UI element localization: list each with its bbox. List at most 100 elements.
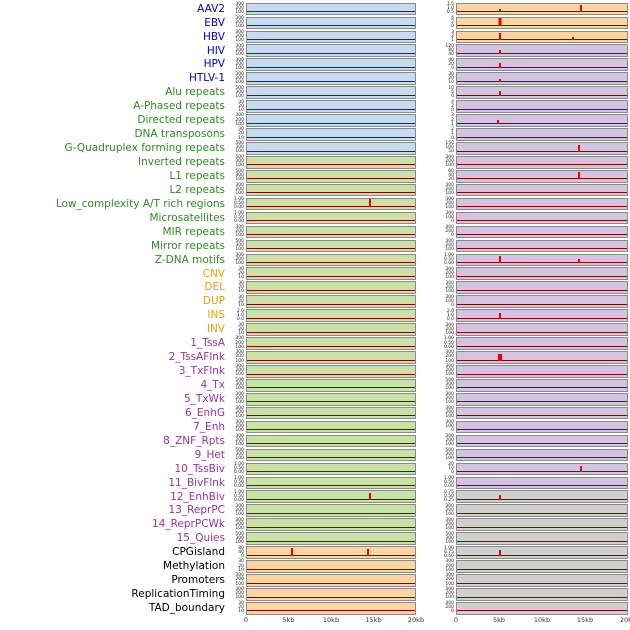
y-tick-label: 2	[451, 33, 454, 39]
y-tick-label: 200	[445, 438, 454, 444]
feature-row: INS 2.0 1.0 0.0 2.0 1.0 0.0	[4, 309, 630, 323]
y-tick-label: 100	[235, 149, 244, 155]
y-tick-label: 300	[445, 280, 454, 286]
right-track-panel	[456, 560, 628, 573]
y-tick-label: 200	[235, 33, 244, 39]
y-tick-label: 300	[235, 392, 244, 398]
signal-baseline	[247, 554, 415, 556]
right-y-axis-ticks: 300 200 100	[440, 588, 456, 601]
signal-baseline	[457, 206, 627, 208]
y-tick-label: 0	[451, 609, 454, 615]
right-track-panel	[456, 253, 628, 267]
y-tick-label: 300	[445, 183, 454, 189]
y-tick-label: 500	[235, 85, 244, 91]
left-track-panel	[246, 392, 416, 406]
signal-baseline	[247, 234, 415, 236]
left-y-axis-ticks: 300 200 100	[229, 392, 246, 405]
y-tick-label: 300	[445, 535, 454, 541]
y-tick-label: 200	[445, 605, 454, 611]
y-tick-label: 2	[451, 103, 454, 109]
right-track-panel	[456, 532, 628, 545]
feature-row: Z-DNA motifs 300 200 100 1.00 0.50 0.00	[4, 253, 630, 267]
left-y-axis-ticks: 500 300 100	[229, 85, 246, 99]
signal-baseline	[247, 25, 415, 27]
right-track-panel	[456, 365, 628, 378]
right-y-axis-ticks: 500 300 100	[440, 448, 456, 461]
y-tick-label: 0	[451, 302, 454, 308]
signal-spike	[571, 37, 574, 41]
left-track-panel	[246, 532, 416, 545]
y-tick-label: 0.25	[443, 497, 454, 503]
right-y-axis-ticks: 300 100 0	[440, 211, 456, 224]
y-tick-label: 4	[451, 99, 454, 105]
y-tick-label: 0	[451, 24, 454, 29]
y-tick-label: 300	[445, 503, 454, 509]
right-y-axis-ticks: 10 5 0	[440, 85, 456, 99]
left-y-axis-ticks: 300 200 100	[229, 30, 246, 43]
left-track-panel	[246, 44, 416, 58]
signal-spike	[498, 313, 501, 319]
left-y-axis-ticks: 300 200 100	[229, 72, 246, 85]
y-tick-label: 0.0	[236, 316, 244, 322]
left-track-panel	[246, 323, 416, 336]
right-track-panel	[456, 406, 628, 420]
track-rows: AAV2 300 200 100 1.5 1.0 0.5 EBV 300 200 100 4 2 0 HBV…	[4, 2, 630, 615]
y-tick-label: 100	[445, 567, 454, 573]
y-tick-label: 0	[451, 93, 454, 99]
signal-baseline	[457, 554, 627, 556]
left-y-axis-ticks: 300 200 100	[229, 183, 246, 196]
y-tick-label: 30	[238, 601, 244, 607]
left-track-panel	[246, 169, 416, 183]
y-tick-label: 100	[235, 233, 244, 239]
y-tick-label: 0.50	[233, 479, 244, 485]
y-tick-label: 20	[448, 61, 454, 67]
left-y-axis-ticks: 300 200 100	[229, 420, 246, 433]
signal-baseline	[457, 568, 627, 570]
y-tick-label: 40	[238, 549, 244, 555]
feature-row-label: 4_Tx	[200, 379, 225, 392]
left-track-panel	[246, 420, 416, 434]
signal-baseline	[247, 303, 415, 305]
feature-row-label: 15_Quies	[176, 532, 225, 545]
y-tick-label: 10	[448, 85, 454, 91]
right-track-panel	[456, 2, 628, 16]
right-y-axis-ticks: 0.75 0.50 0.25	[440, 489, 456, 503]
y-tick-label: 0	[451, 65, 454, 71]
y-tick-label: 200	[235, 591, 244, 597]
y-tick-label: 30	[238, 280, 244, 286]
right-y-axis-ticks: 300 100 0	[440, 295, 456, 308]
y-tick-label: 300	[445, 364, 454, 370]
right-track-panel	[456, 183, 628, 197]
y-tick-label: 200	[235, 187, 244, 193]
signal-spike	[498, 495, 501, 500]
signal-spike	[498, 549, 501, 556]
y-tick-label: 100	[445, 372, 454, 378]
left-track-panel	[246, 588, 416, 601]
y-tick-label: 200	[445, 563, 454, 569]
left-track-panel	[246, 239, 416, 253]
feature-row-label: 14_ReprPCWk	[151, 518, 225, 531]
feature-row: 4_Tx 500 300 100 500 300 100	[4, 378, 630, 392]
y-tick-label: 200	[235, 410, 244, 416]
y-tick-label: 1.00	[443, 545, 454, 551]
signal-baseline	[457, 443, 627, 445]
feature-row-label: 13_ReprPC	[168, 504, 225, 517]
y-tick-label: 200	[235, 368, 244, 374]
left-track-panel	[246, 86, 416, 99]
y-tick-label: 100	[235, 581, 244, 587]
signal-baseline	[247, 66, 415, 68]
signal-baseline	[247, 401, 415, 403]
y-tick-label: 20	[238, 326, 244, 332]
right-track-panel	[456, 448, 628, 462]
y-tick-label: 0.75	[443, 489, 454, 495]
right-track-panel	[456, 169, 628, 183]
left-y-axis-ticks: 30 20 10	[229, 128, 246, 141]
signal-baseline	[457, 540, 627, 542]
y-tick-label: 300	[445, 434, 454, 440]
y-tick-label: 1.0	[446, 6, 454, 12]
right-track-panel	[456, 100, 628, 113]
y-tick-label: 60	[448, 169, 454, 175]
x-tick-label: 15kb	[365, 616, 382, 625]
y-tick-label: 100	[235, 121, 244, 127]
